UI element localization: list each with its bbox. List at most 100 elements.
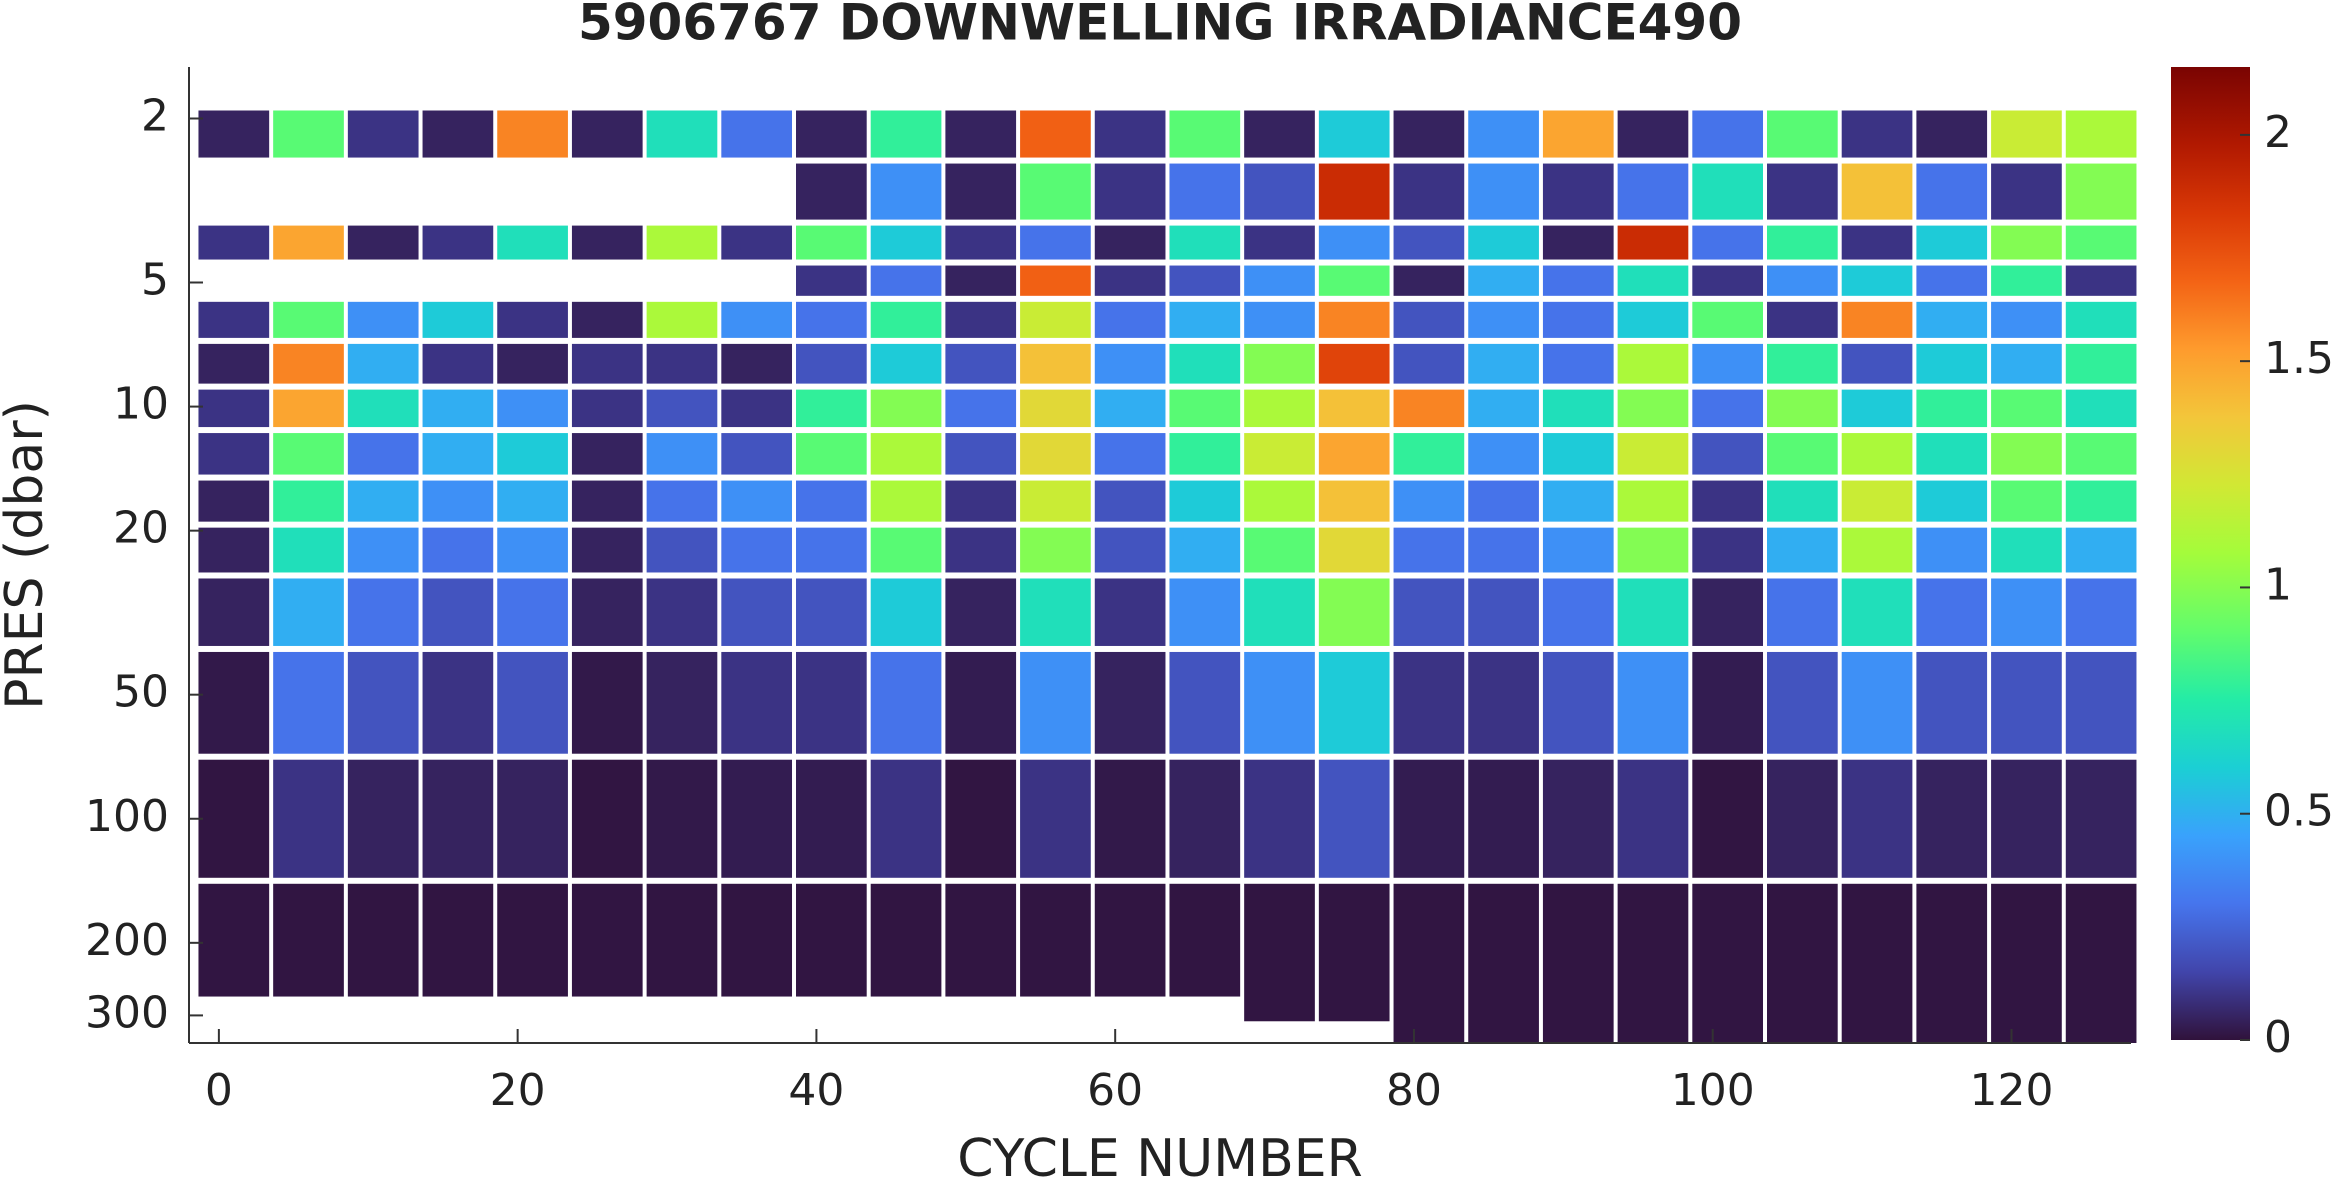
heat-cell [1916,651,1988,754]
heat-cell [1916,578,1988,646]
heat-cell [347,480,419,522]
heat-cell [646,225,718,260]
heat-cell [1169,110,1241,158]
heat-cell [945,883,1017,997]
heat-cell [497,578,568,646]
x-tick-label: 60 [1087,1065,1143,1116]
heat-cell [796,163,867,220]
heat-cell [721,389,793,428]
heat-cell [870,343,942,384]
heat-cell [1841,527,1913,573]
heat-cell [870,480,942,522]
heat-cell [1841,110,1913,158]
heat-cell [497,225,568,260]
heat-cell [1318,480,1390,522]
heat-cell [347,759,419,878]
heat-cell [1318,301,1390,338]
heat-cell [497,527,568,573]
heat-cell [422,578,494,646]
heat-cell [1692,163,1764,220]
heat-cell [1318,527,1390,573]
heat-cell [1468,651,1539,754]
heat-cell [571,225,643,260]
heat-cell [945,578,1017,646]
heat-cell [1318,225,1390,260]
heat-cell [1094,110,1166,158]
heat-cell [1094,163,1166,220]
heat-cell [571,883,643,997]
heat-cell [796,527,867,573]
heat-cell [796,480,867,522]
heat-cell [2065,883,2137,1043]
heat-cell [1393,225,1465,260]
heat-cell [1020,433,1091,475]
heat-cell [497,389,568,428]
heat-cell [1542,343,1614,384]
heat-cell [1244,480,1315,522]
heat-cell [1692,389,1764,428]
heat-cell [945,759,1017,878]
heat-cell [347,301,419,338]
heat-cell [721,433,793,475]
heat-cell [945,110,1017,158]
heat-cell [1916,389,1988,428]
heat-cell [571,110,643,158]
heat-cell [1916,225,1988,260]
heat-cell [1468,433,1539,475]
heat-cell [1393,883,1465,1043]
heat-cell [1916,480,1988,522]
heat-cell [1692,433,1764,475]
heat-cell [870,225,942,260]
heat-cell [1094,480,1166,522]
heat-cell [1020,110,1091,158]
heat-cell [796,578,867,646]
heat-cell [1244,265,1315,296]
heat-cell [1767,163,1838,220]
heat-cell [1393,301,1465,338]
heat-cell [1393,480,1465,522]
heat-cell [945,225,1017,260]
heat-cell [497,343,568,384]
heat-cell [1318,433,1390,475]
heat-cell [1841,265,1913,296]
heat-cell [1468,343,1539,384]
heat-cell [1318,389,1390,428]
heat-cell [1169,389,1241,428]
heat-cell [646,389,718,428]
heat-cell [1020,163,1091,220]
heat-cell [1244,578,1315,646]
heat-cell [198,578,270,646]
heat-cell [1094,759,1166,878]
heat-cell [1767,301,1838,338]
heat-cell [1169,433,1241,475]
heat-cell [1094,343,1166,384]
heat-cell [2065,759,2137,878]
heat-cell [1841,578,1913,646]
heat-cell [422,759,494,878]
heat-cell [1468,883,1539,1043]
heat-cell [1542,578,1614,646]
heat-cell [870,163,942,220]
heat-cell [198,110,270,158]
heat-cell [1542,110,1614,158]
heat-cell [1991,433,2062,475]
heat-cell [497,301,568,338]
heat-cell [1020,225,1091,260]
heat-cell [1617,433,1689,475]
heat-cell [721,480,793,522]
x-tick-label: 80 [1386,1065,1442,1116]
heat-cell [1542,883,1614,1043]
heat-cell [273,389,344,428]
heat-cell [1617,578,1689,646]
heat-cell [1244,389,1315,428]
heat-cell [721,759,793,878]
heat-cell [1542,163,1614,220]
heat-cell [1617,389,1689,428]
heat-cell [1841,433,1913,475]
heat-cell [1767,578,1838,646]
heat-cell [945,163,1017,220]
heat-cell [2065,389,2137,428]
heat-cell [1169,343,1241,384]
heat-cell [1991,578,2062,646]
